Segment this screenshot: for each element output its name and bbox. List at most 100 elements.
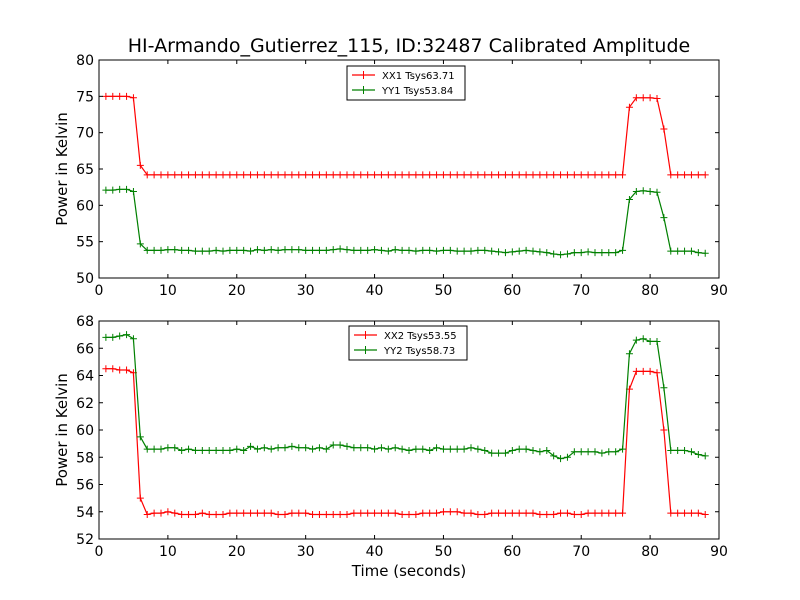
data-point xyxy=(288,171,296,179)
bottom-chart: Power in Kelvin Time (seconds) 0 10 20 30 40… xyxy=(53,314,728,580)
data-point xyxy=(191,446,199,454)
data-point xyxy=(116,366,124,374)
data-point xyxy=(185,171,193,179)
data-point xyxy=(136,494,144,502)
data-point xyxy=(605,448,613,456)
data-point xyxy=(591,448,599,456)
data-point xyxy=(357,246,365,254)
data-point xyxy=(543,171,551,179)
data-point xyxy=(226,509,234,517)
data-point xyxy=(357,171,365,179)
data-point xyxy=(495,449,503,457)
data-point xyxy=(102,186,110,194)
legend-marker xyxy=(359,71,368,79)
data-point xyxy=(474,510,482,518)
data-point xyxy=(577,448,585,456)
data-point xyxy=(329,246,337,254)
data-point xyxy=(453,508,461,516)
data-point xyxy=(226,446,234,454)
data-point xyxy=(191,171,199,179)
data-point xyxy=(405,171,413,179)
data-point xyxy=(102,92,110,100)
data-point xyxy=(550,171,558,179)
data-point xyxy=(384,445,392,453)
data-point xyxy=(419,246,427,254)
data-point xyxy=(129,188,137,196)
data-point xyxy=(260,171,268,179)
data-point xyxy=(350,509,358,517)
data-point xyxy=(267,445,275,453)
legend-label: XX1 Tsys63.71 xyxy=(382,71,455,82)
data-point xyxy=(164,171,172,179)
y-tick-label: 56 xyxy=(76,478,94,494)
data-point xyxy=(240,246,248,254)
data-point xyxy=(701,171,709,179)
data-point xyxy=(667,509,675,517)
data-point xyxy=(371,445,379,453)
data-point xyxy=(681,509,689,517)
x-tick-label: 70 xyxy=(572,283,590,299)
data-point xyxy=(185,246,193,254)
y-tick-label: 64 xyxy=(76,369,94,385)
data-point xyxy=(350,246,358,254)
data-point xyxy=(129,335,137,343)
data-point xyxy=(426,246,434,254)
legend-label: YY1 Tsys53.84 xyxy=(381,86,453,97)
data-point xyxy=(309,510,317,518)
data-point xyxy=(674,247,682,255)
data-point xyxy=(598,171,606,179)
data-point xyxy=(481,510,489,518)
data-point xyxy=(529,247,537,255)
data-point xyxy=(343,510,351,518)
data-point xyxy=(674,509,682,517)
x-tick-label: 0 xyxy=(95,544,104,560)
data-point xyxy=(350,444,358,452)
legend-label: YY2 Tsys58.73 xyxy=(383,346,455,357)
x-tick-label: 60 xyxy=(503,283,521,299)
data-point xyxy=(639,187,647,195)
data-point xyxy=(157,171,165,179)
y-axis-label: Power in Kelvin xyxy=(53,112,71,226)
data-point xyxy=(150,246,158,254)
data-point xyxy=(315,171,323,179)
data-point xyxy=(377,509,385,517)
data-point xyxy=(302,509,310,517)
data-point xyxy=(563,453,571,461)
data-point xyxy=(460,509,468,517)
data-point xyxy=(453,445,461,453)
data-point xyxy=(687,448,695,456)
ticks-layer: 0 10 20 30 40 50 60 70 80 90 50 55 60 65 70 75 80 xyxy=(76,53,728,299)
data-point xyxy=(198,446,206,454)
data-point xyxy=(563,250,571,258)
data-point xyxy=(467,171,475,179)
data-point xyxy=(302,246,310,254)
x-tick-label: 90 xyxy=(710,544,728,560)
data-point xyxy=(598,509,606,517)
data-point xyxy=(660,125,668,133)
data-point xyxy=(557,171,565,179)
data-point xyxy=(412,171,420,179)
data-point xyxy=(646,188,654,196)
data-point xyxy=(260,509,268,517)
data-point xyxy=(653,369,661,377)
data-point xyxy=(129,94,137,102)
data-point xyxy=(433,247,441,255)
data-point xyxy=(150,171,158,179)
data-point xyxy=(143,171,151,179)
data-point xyxy=(309,171,317,179)
data-point xyxy=(481,171,489,179)
data-point xyxy=(543,446,551,454)
data-point xyxy=(419,445,427,453)
top-chart: HI-Armando_Gutierrez_115, ID:32487 Calib… xyxy=(53,35,728,299)
data-point xyxy=(136,240,144,248)
data-point xyxy=(329,510,337,518)
data-point xyxy=(267,509,275,517)
data-point xyxy=(226,246,234,254)
legend: XX1 Tsys63.71 YY1 Tsys53.84 xyxy=(346,65,466,101)
data-point xyxy=(632,188,640,196)
data-point xyxy=(460,445,468,453)
data-point xyxy=(598,449,606,457)
data-point xyxy=(157,509,165,517)
data-point xyxy=(522,171,530,179)
data-point xyxy=(371,509,379,517)
